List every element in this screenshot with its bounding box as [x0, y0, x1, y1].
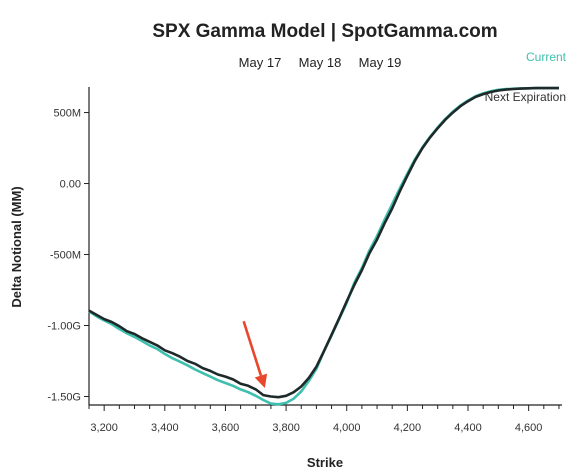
y-axis-title: Delta Notional (MM): [9, 186, 24, 307]
y-tick-label: -500M: [50, 250, 81, 262]
date-tab-may-18[interactable]: May 18: [299, 55, 342, 70]
legend-current[interactable]: Current: [526, 50, 567, 64]
y-tick-label: -1.00G: [47, 321, 81, 333]
legend: Current Next Expiration: [485, 50, 567, 104]
y-tick-label: 500M: [53, 108, 81, 120]
series-line-next-expiration[interactable]: [88, 86, 559, 399]
date-tab-may-19[interactable]: May 19: [359, 55, 402, 70]
x-tick-label: 3,600: [212, 422, 240, 434]
legend-next-expiration[interactable]: Next Expiration: [485, 90, 566, 104]
series-line-current[interactable]: [88, 86, 559, 406]
arrow-shaft: [242, 320, 263, 376]
date-tab-may-17[interactable]: May 17: [239, 55, 282, 70]
y-tick-label: 0.00: [60, 179, 81, 191]
arrow-head: [254, 373, 268, 388]
x-tick-label: 3,800: [272, 422, 300, 434]
x-tick-label: 3,400: [151, 422, 179, 434]
series-lines: [88, 86, 559, 406]
y-tick-label: -1.50G: [47, 391, 81, 403]
x-axis-ticks: 3,200 3,400 3,600 3,800 4,000 4,200 4,400 4,600: [88, 405, 560, 434]
annotation: [242, 320, 268, 388]
x-tick-label: 4,600: [515, 422, 543, 434]
y-axis-ticks: 500M 0.00 -500M -1.00G -1.50G: [47, 108, 89, 403]
x-axis-title: Strike: [307, 455, 343, 470]
plot-area: 500M 0.00 -500M -1.00G -1.50G 3,200 3,400 3,60…: [47, 86, 562, 434]
x-tick-label: 4,200: [394, 422, 422, 434]
date-tabs: May 17 May 18 May 19: [239, 55, 402, 70]
chart-title: SPX Gamma Model | SpotGamma.com: [152, 21, 497, 42]
x-tick-label: 4,400: [454, 422, 482, 434]
x-tick-label: 4,000: [333, 422, 361, 434]
x-tick-label: 3,200: [90, 422, 118, 434]
